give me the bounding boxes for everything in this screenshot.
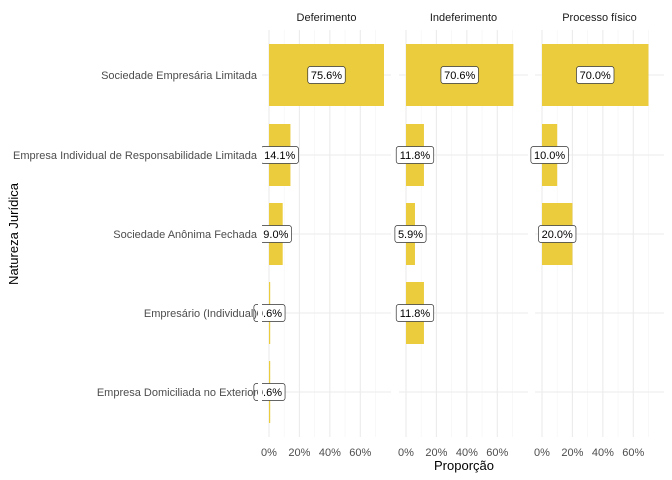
facet-panel: Indeferimento 70.6% 11.8% 5.9% 11.8% 0% 20% 40%… [394, 12, 528, 459]
category-labels: Sociedade Empresária Limitada Empresa Ind… [13, 70, 258, 399]
x-tick-label: 20% [288, 447, 310, 459]
category-label: Empresa Individual de Responsabilidade L… [13, 150, 258, 162]
panel-edge-mask [258, 60, 262, 420]
facet-panel: Processo físico 70.0% 10.0% 20.0% 0% 20% 40% 60… [530, 12, 664, 459]
data-label-box [394, 225, 427, 243]
x-tick-label: 0% [398, 447, 414, 459]
data-label: 11.8% [395, 304, 435, 322]
data-label-box [576, 66, 615, 84]
data-label: 10.0% [530, 146, 569, 164]
x-tick-label: 40% [592, 447, 614, 459]
data-label: 20.0% [538, 225, 577, 243]
facet-panels: Deferimento 75.6% 14.1% 9.0% 0.6% 0.6% 0% 20% 40… [253, 12, 664, 459]
data-label-text: 10.0% [534, 150, 565, 162]
data-label-text: 0.6% [257, 387, 282, 399]
data-label-box [538, 225, 577, 243]
x-axis-title: Proporção [434, 458, 494, 473]
data-label: 70.0% [576, 66, 615, 84]
data-label-text: 5.9% [398, 229, 423, 241]
data-label-text: 11.8% [400, 308, 431, 320]
data-label-text: 11.8% [400, 150, 431, 162]
x-tick-label: 40% [456, 447, 478, 459]
category-label: Empresa Domiciliada no Exterior [97, 387, 258, 399]
data-label-text: 20.0% [542, 229, 573, 241]
data-label-text: 75.6% [311, 70, 342, 82]
data-label-text: 0.6% [257, 308, 282, 320]
data-label: 75.6% [307, 66, 346, 84]
facet-strip-label: Processo físico [562, 12, 637, 24]
data-label-box [307, 66, 346, 84]
data-label: 70.6% [440, 66, 479, 84]
data-label-text: 14.1% [264, 150, 295, 162]
x-tick-label: 60% [349, 447, 371, 459]
data-label: 11.8% [395, 146, 435, 164]
data-label-text: 70.6% [444, 70, 475, 82]
category-label: Sociedade Empresária Limitada [101, 70, 258, 82]
data-label: 5.9% [394, 225, 427, 243]
data-label-box [395, 304, 435, 322]
facet-strip-label: Indeferimento [430, 12, 497, 24]
category-label: Empresário (Individual) [144, 308, 257, 320]
data-label: 14.1% [260, 146, 299, 164]
x-tick-label: 40% [319, 447, 341, 459]
data-label-box [440, 66, 479, 84]
category-label: Sociedade Anônima Fechada [113, 229, 258, 241]
data-label-text: 70.0% [580, 70, 611, 82]
data-label: 9.0% [259, 225, 292, 243]
x-tick-label: 0% [261, 447, 277, 459]
y-axis-title: Natureza Jurídica [6, 182, 21, 285]
facet-strip-label: Deferimento [297, 12, 357, 24]
x-tick-label: 60% [622, 447, 644, 459]
x-tick-label: 20% [561, 447, 583, 459]
data-label-text: 9.0% [263, 229, 288, 241]
facet-panel: Deferimento 75.6% 14.1% 9.0% 0.6% 0.6% 0% 20% 40… [253, 12, 391, 459]
data-label-box [530, 146, 569, 164]
x-tick-label: 0% [534, 447, 550, 459]
data-label-box [395, 146, 435, 164]
x-tick-label: 60% [486, 447, 508, 459]
x-tick-label: 20% [425, 447, 447, 459]
